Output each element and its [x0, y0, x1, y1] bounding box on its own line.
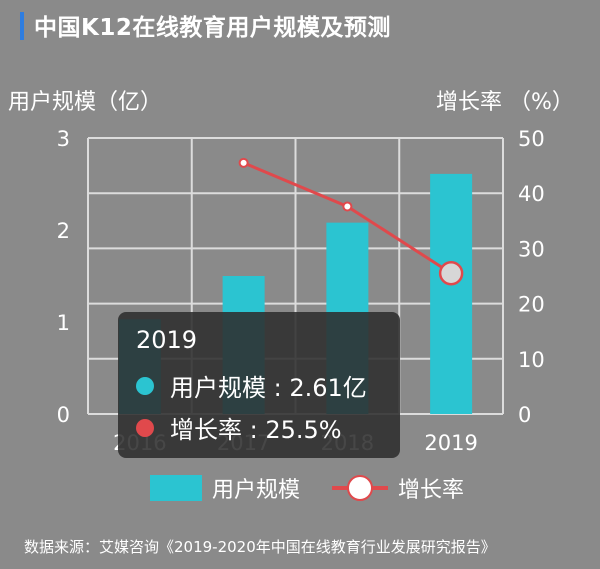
legend-swatch-growth	[332, 473, 388, 503]
legend-marker	[347, 475, 373, 501]
growth-point	[238, 157, 249, 168]
right-axis-tick: 20	[518, 293, 545, 317]
legend-swatch-users	[150, 475, 202, 501]
right-axis-tick: 30	[518, 237, 545, 261]
left-axis-tick: 2	[57, 219, 70, 243]
left-axis-title: 用户规模（亿）	[8, 90, 163, 115]
tooltip-growth-dot	[136, 418, 154, 437]
tooltip-row-growth: 增长率 : 25.5%	[136, 410, 342, 445]
tooltip-users-dot	[136, 376, 154, 395]
x-axis-tick: 2019	[424, 431, 477, 455]
legend-label-growth: 增长率	[398, 478, 465, 503]
tooltip-year: 2019	[136, 326, 198, 354]
growth-point-highlight	[438, 260, 464, 286]
right-axis-tick: 50	[518, 127, 545, 151]
legend-item-users[interactable]: 用户规模	[150, 472, 300, 504]
right-axis-tick: 10	[518, 348, 545, 372]
tooltip-row-users: 用户规模 : 2.61亿	[136, 368, 367, 403]
left-axis-tick: 1	[57, 311, 70, 335]
growth-point	[342, 201, 353, 212]
title-accent-bar	[20, 12, 24, 40]
tooltip-users-text: 用户规模 : 2.61亿	[170, 374, 367, 402]
right-axis-tick: 40	[518, 182, 545, 206]
right-axis-title: 增长率 （%）	[436, 90, 574, 115]
tooltip-growth-text: 增长率 : 25.5%	[170, 416, 342, 444]
source-note: 数据来源：艾媒咨询《2019-2020年中国在线教育行业发展研究报告》	[24, 538, 496, 556]
left-axis-tick: 0	[57, 403, 70, 427]
tooltip: 2019 用户规模 : 2.61亿 增长率 : 25.5%	[118, 312, 400, 458]
chart-title: 中国K12在线教育用户规模及预测	[34, 15, 391, 41]
left-axis-tick: 3	[57, 127, 70, 151]
bar	[430, 173, 473, 414]
legend-label-users: 用户规模	[212, 478, 301, 503]
legend-item-growth[interactable]: 增长率	[332, 472, 464, 504]
right-axis-tick: 0	[518, 403, 531, 427]
